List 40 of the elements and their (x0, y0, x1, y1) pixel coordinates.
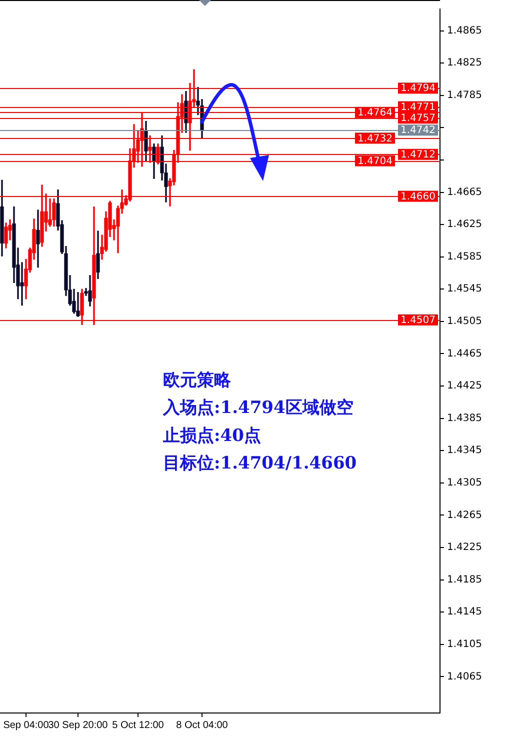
ref-line-label: 1.4712 (400, 149, 436, 160)
y-tick-label: 1.4825 (447, 58, 482, 69)
x-tick-label: 8 Oct 04:00 (176, 720, 228, 731)
candlestick (36, 210, 40, 268)
x-tick-label: 30 Sep 20:00 (48, 720, 108, 731)
ref-line-label: 1.4507 (400, 314, 436, 326)
x-tick-label: 5 Oct 12:00 (112, 720, 164, 731)
y-tick-label: 1.4105 (447, 638, 482, 650)
ref-line-label: 1.4794 (400, 83, 436, 94)
y-tick-label: 1.4065 (447, 671, 482, 682)
annotation: 欧元策略 (163, 370, 232, 390)
y-tick-label: 1.4465 (447, 348, 482, 360)
y-tick-label: 1.4865 (447, 25, 482, 36)
ref-line-label: 1.4660 (400, 191, 436, 202)
y-tick-label: 1.4265 (447, 510, 482, 521)
y-tick-label: 1.4585 (447, 251, 482, 262)
y-tick-label: 1.4185 (447, 574, 482, 586)
y-tick-label: 1.4665 (447, 186, 482, 198)
y-tick-label: 1.4225 (447, 542, 482, 554)
y-tick-label: 1.4425 (447, 380, 482, 392)
y-tick-label: 1.4145 (447, 606, 482, 618)
annotation: 止损点:40点 (162, 426, 261, 446)
ref-line-label: 1.4771 (400, 102, 436, 113)
y-tick-label: 1.4785 (447, 90, 482, 101)
ref-line-label: 1.4704 (358, 156, 392, 167)
ref-line-label: 1.4742 (400, 125, 436, 136)
ref-line-label: 1.4757 (400, 113, 436, 124)
y-tick-label: 1.4625 (447, 219, 482, 230)
candlestick (20, 262, 24, 306)
y-tick-label: 1.4385 (447, 412, 482, 424)
y-tick-label: 1.4345 (447, 445, 482, 456)
candlestick (76, 292, 80, 317)
annotation: 目标位:1.4704/1.4660 (163, 454, 357, 474)
y-tick-label: 1.4505 (447, 316, 482, 328)
ref-line-label: 1.4732 (358, 133, 392, 144)
x-tick-label: Sep 04:00 (3, 720, 50, 731)
y-tick-label: 1.4545 (447, 284, 482, 295)
ref-line-label: 1.4764 (358, 107, 392, 118)
y-tick-label: 1.4305 (447, 478, 482, 488)
annotation: 入场点:1.4794区域做空 (162, 398, 354, 418)
